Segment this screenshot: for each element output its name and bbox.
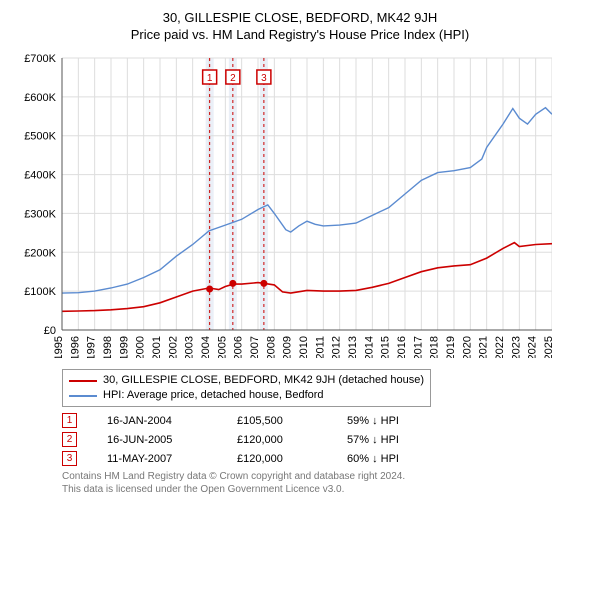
legend-item-property: 30, GILLESPIE CLOSE, BEDFORD, MK42 9JH (…	[69, 373, 424, 388]
svg-text:2003: 2003	[184, 336, 196, 358]
event-date: 16-JAN-2004	[107, 415, 207, 427]
svg-text:2013: 2013	[347, 336, 359, 358]
svg-text:£600K: £600K	[24, 92, 56, 104]
svg-text:2021: 2021	[478, 336, 490, 358]
event-date: 16-JUN-2005	[107, 434, 207, 446]
event-price: £105,500	[237, 415, 317, 427]
legend-swatch-property	[69, 380, 97, 382]
svg-text:2011: 2011	[314, 336, 326, 358]
event-marker-2: 2	[62, 432, 77, 447]
event-diff: 57% ↓ HPI	[347, 434, 457, 446]
chart-legend: 30, GILLESPIE CLOSE, BEDFORD, MK42 9JH (…	[62, 369, 431, 407]
svg-text:2019: 2019	[445, 336, 457, 358]
svg-text:1997: 1997	[86, 336, 98, 358]
svg-text:3: 3	[261, 73, 267, 84]
svg-text:2002: 2002	[167, 336, 179, 358]
svg-text:1995: 1995	[53, 336, 65, 358]
svg-text:2024: 2024	[527, 336, 539, 358]
chart-svg: £0 £100K £200K £300K £400K £500K £600K £700K 199…	[12, 48, 552, 358]
svg-text:2004: 2004	[200, 336, 212, 358]
svg-text:2020: 2020	[461, 336, 473, 358]
svg-text:2000: 2000	[135, 336, 147, 358]
svg-text:2008: 2008	[265, 336, 277, 358]
svg-text:£700K: £700K	[24, 53, 56, 65]
svg-text:2025: 2025	[543, 336, 552, 358]
event-date: 11-MAY-2007	[107, 453, 207, 465]
license-footer: Contains HM Land Registry data © Crown c…	[62, 470, 588, 496]
event-diff: 60% ↓ HPI	[347, 453, 457, 465]
svg-text:£0: £0	[44, 325, 56, 337]
svg-text:1: 1	[207, 73, 213, 84]
svg-text:£100K: £100K	[24, 286, 56, 298]
legend-label-property: 30, GILLESPIE CLOSE, BEDFORD, MK42 9JH (…	[103, 373, 424, 388]
table-row: 3 11-MAY-2007 £120,000 60% ↓ HPI	[62, 451, 588, 466]
svg-text:2017: 2017	[412, 336, 424, 358]
event-diff: 59% ↓ HPI	[347, 415, 457, 427]
svg-text:2007: 2007	[249, 336, 261, 358]
event-marker-1: 1	[62, 413, 77, 428]
svg-text:£200K: £200K	[24, 247, 56, 259]
svg-text:£400K: £400K	[24, 170, 56, 182]
event-price: £120,000	[237, 453, 317, 465]
svg-text:2016: 2016	[396, 336, 408, 358]
svg-text:2010: 2010	[298, 336, 310, 358]
svg-text:1996: 1996	[69, 336, 81, 358]
svg-text:2009: 2009	[282, 336, 294, 358]
svg-text:1998: 1998	[102, 336, 114, 358]
chart-title-line2: Price paid vs. HM Land Registry's House …	[12, 27, 588, 42]
svg-text:£300K: £300K	[24, 208, 56, 220]
event-marker-3: 3	[62, 451, 77, 466]
chart-title-block: 30, GILLESPIE CLOSE, BEDFORD, MK42 9JH P…	[12, 10, 588, 42]
price-chart: £0 £100K £200K £300K £400K £500K £600K £700K 199…	[12, 48, 588, 363]
svg-text:2018: 2018	[429, 336, 441, 358]
svg-text:£500K: £500K	[24, 131, 56, 143]
events-table: 1 16-JAN-2004 £105,500 59% ↓ HPI 2 16-JU…	[62, 413, 588, 466]
svg-text:2001: 2001	[151, 336, 163, 358]
svg-text:2: 2	[230, 73, 236, 84]
table-row: 2 16-JUN-2005 £120,000 57% ↓ HPI	[62, 432, 588, 447]
svg-text:2006: 2006	[233, 336, 245, 358]
legend-label-hpi: HPI: Average price, detached house, Bedf…	[103, 388, 324, 403]
footer-line1: Contains HM Land Registry data © Crown c…	[62, 470, 588, 483]
svg-text:2005: 2005	[216, 336, 228, 358]
svg-text:2022: 2022	[494, 336, 506, 358]
svg-text:2014: 2014	[363, 336, 375, 358]
svg-text:2015: 2015	[380, 336, 392, 358]
chart-title-line1: 30, GILLESPIE CLOSE, BEDFORD, MK42 9JH	[12, 10, 588, 25]
svg-text:2012: 2012	[331, 336, 343, 358]
table-row: 1 16-JAN-2004 £105,500 59% ↓ HPI	[62, 413, 588, 428]
legend-swatch-hpi	[69, 395, 97, 397]
svg-text:2023: 2023	[510, 336, 522, 358]
legend-item-hpi: HPI: Average price, detached house, Bedf…	[69, 388, 424, 403]
svg-text:1999: 1999	[118, 336, 130, 358]
event-price: £120,000	[237, 434, 317, 446]
footer-line2: This data is licensed under the Open Gov…	[62, 483, 588, 496]
